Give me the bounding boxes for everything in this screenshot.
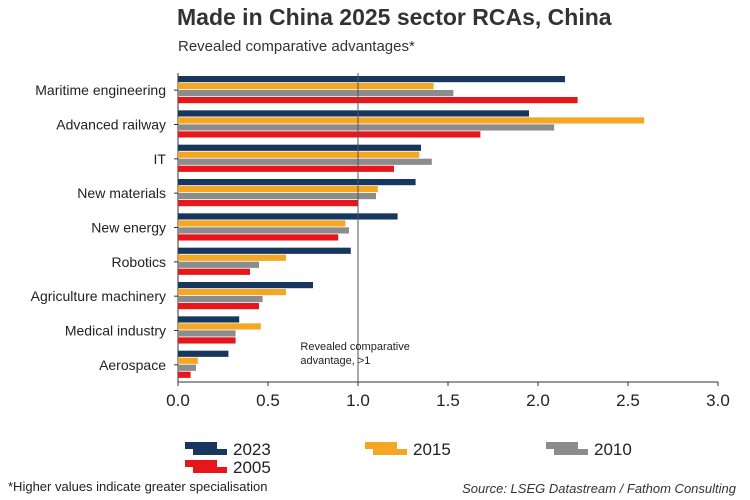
legend-label-2015: 2015 — [413, 440, 451, 459]
category-label: Medical industry — [65, 323, 166, 339]
bar-2015-agriculture-machinery — [178, 289, 286, 296]
bar-2010-aerospace — [178, 364, 196, 371]
legend-swatch-2010 — [554, 449, 588, 455]
bar-2010-robotics — [178, 261, 259, 268]
bar-2005-new-energy — [178, 234, 339, 241]
bar-2023-robotics — [178, 247, 351, 254]
bar-2023-maritime-engineering — [178, 76, 565, 83]
bar-2005-it — [178, 165, 394, 172]
bar-2015-new-energy — [178, 220, 346, 227]
bar-2010-maritime-engineering — [178, 90, 454, 97]
bar-2005-agriculture-machinery — [178, 303, 259, 310]
bar-2023-new-energy — [178, 213, 398, 220]
bar-2010-it — [178, 158, 432, 165]
bar-2005-new-materials — [178, 200, 358, 207]
legend-label-2023: 2023 — [233, 440, 271, 459]
legend-swatch-2005 — [193, 467, 227, 473]
legend-label-2005: 2005 — [233, 458, 271, 477]
category-label: Agriculture machinery — [31, 288, 166, 304]
x-tick-label: 3.0 — [706, 391, 730, 410]
bar-2005-robotics — [178, 268, 250, 275]
category-label: Aerospace — [99, 357, 166, 373]
bar-2010-advanced-railway — [178, 124, 555, 131]
bar-2023-advanced-railway — [178, 110, 529, 117]
category-label: Robotics — [112, 254, 166, 270]
category-label: New materials — [77, 185, 166, 201]
bar-2015-advanced-railway — [178, 117, 645, 124]
legend-label-2010: 2010 — [594, 440, 632, 459]
x-tick-label: 0.5 — [256, 391, 280, 410]
legend-swatch-2023 — [185, 442, 217, 449]
source-note: Source: LSEG Datastream / Fathom Consult… — [462, 481, 736, 496]
chart-subtitle: Revealed comparative advantages* — [178, 38, 415, 55]
bar-2015-medical-industry — [178, 323, 261, 330]
bar-2005-advanced-railway — [178, 131, 481, 138]
category-label: Advanced railway — [56, 117, 166, 133]
category-label: New energy — [91, 220, 166, 236]
x-tick-label: 1.5 — [436, 391, 460, 410]
bar-2015-maritime-engineering — [178, 83, 434, 90]
chart-title: Made in China 2025 sector RCAs, China — [177, 4, 612, 30]
bar-2005-aerospace — [178, 371, 191, 378]
bar-2005-medical-industry — [178, 337, 236, 344]
bar-2023-new-materials — [178, 179, 416, 186]
legend-swatch-2005 — [185, 460, 217, 467]
bar-2015-new-materials — [178, 186, 378, 193]
category-label: IT — [154, 151, 167, 167]
x-tick-label: 2.5 — [616, 391, 640, 410]
legend-swatch-2015 — [365, 442, 397, 449]
category-label: Maritime engineering — [35, 82, 166, 98]
bar-2005-maritime-engineering — [178, 97, 578, 104]
bar-2023-medical-industry — [178, 316, 240, 323]
bar-2023-it — [178, 144, 421, 151]
bar-2010-new-energy — [178, 227, 349, 234]
bar-2010-medical-industry — [178, 330, 236, 337]
annotation-line: Revealed comparative — [300, 341, 409, 353]
x-tick-label: 0.0 — [166, 391, 190, 410]
bar-2015-it — [178, 151, 420, 158]
bar-2015-aerospace — [178, 357, 198, 364]
legend-swatch-2023 — [193, 449, 227, 455]
legend-swatch-2010 — [546, 442, 578, 449]
bar-2010-new-materials — [178, 193, 376, 200]
bar-2023-agriculture-machinery — [178, 282, 313, 289]
x-tick-label: 1.0 — [346, 391, 370, 410]
x-tick-label: 2.0 — [526, 391, 550, 410]
legend-swatch-2015 — [373, 449, 407, 455]
annotation-line: advantage, >1 — [300, 355, 370, 367]
bar-2015-robotics — [178, 254, 286, 261]
bar-2010-agriculture-machinery — [178, 296, 263, 303]
footnote: *Higher values indicate greater speciali… — [8, 479, 268, 494]
bar-2023-aerospace — [178, 350, 229, 357]
